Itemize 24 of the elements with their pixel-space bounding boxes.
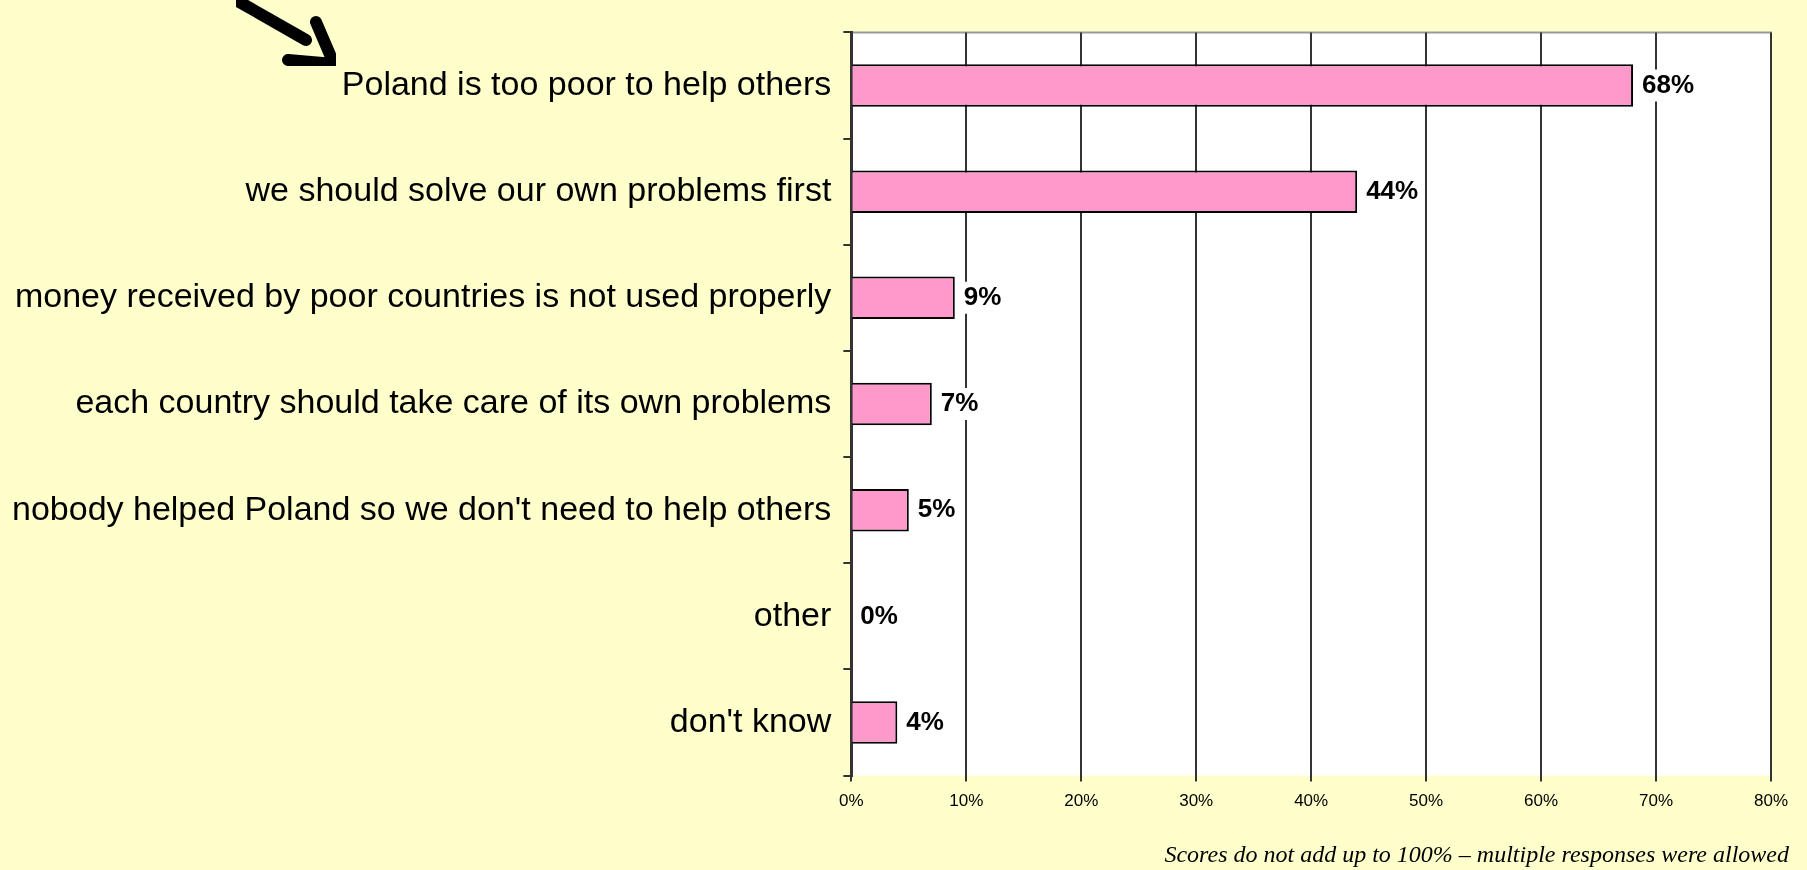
x-tick-label: 70%	[1639, 791, 1674, 811]
data-label: 0%	[860, 599, 898, 630]
data-label: 7%	[940, 387, 979, 418]
data-label: 4%	[906, 705, 944, 736]
x-tick-label: 60%	[1524, 791, 1559, 811]
y-tick-label: Poland is too poor to help others	[341, 63, 832, 102]
y-tick-label: each country should take care of its own problems	[75, 382, 832, 421]
text: Scores do not add up to 100% – multiple responses were allowed	[1164, 841, 1790, 867]
y-tick-label: we should solve our own problems first	[244, 170, 832, 209]
x-tick-label: 10%	[949, 791, 984, 811]
x-tick-label: 20%	[1064, 791, 1099, 811]
x-tick-label: 0%	[839, 791, 864, 811]
y-tick-label: don't know	[669, 700, 832, 739]
x-tick-label: 30%	[1179, 791, 1214, 811]
x-tick-label: 50%	[1409, 791, 1444, 811]
x-tick-label: 80%	[1753, 791, 1789, 811]
x-tick-label: 40%	[1294, 791, 1329, 811]
data-label: 44%	[1366, 174, 1419, 205]
data-label: 68%	[1642, 68, 1695, 99]
y-tick-label: nobody helped Poland so we don't need to help others	[11, 488, 832, 527]
data-label: 5%	[917, 493, 956, 524]
y-tick-label: other	[753, 594, 832, 633]
y-tick-label: money received by poor countries is not used properly	[14, 276, 832, 315]
data-label: 9%	[963, 281, 1002, 311]
